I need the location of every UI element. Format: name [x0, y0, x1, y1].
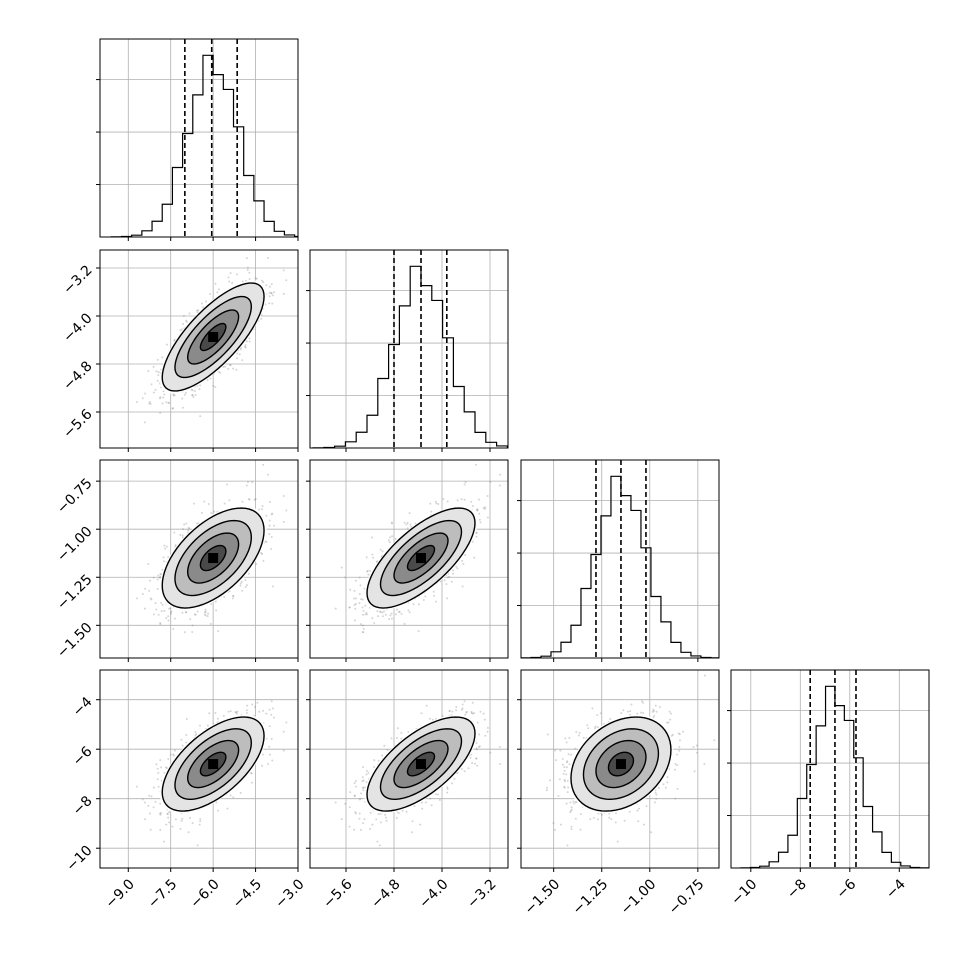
- y-tick-label: −8: [70, 793, 96, 819]
- contour-line: [366, 507, 476, 609]
- y-tick-label: −6: [70, 743, 96, 769]
- x-tick-label: −3.0: [272, 876, 307, 911]
- x-tick-label: −6: [834, 876, 860, 902]
- panel-frame: [99, 38, 299, 238]
- contour-line: [199, 751, 227, 777]
- panel-frame: [309, 249, 509, 449]
- x-tick-label: −7.5: [145, 876, 180, 911]
- x-tick-label: −5.6: [320, 876, 355, 911]
- contour-line: [174, 295, 253, 379]
- contour-line: [174, 519, 253, 597]
- panel-3-1: −5.6 −4.8 −4.0 −3.2: [306, 669, 509, 912]
- contour-line: [161, 507, 265, 609]
- x-tick-label: −1.25: [570, 876, 612, 918]
- panel-frame: [309, 669, 509, 869]
- contour-line: [161, 716, 265, 812]
- contour-line: [406, 544, 436, 572]
- panel-2-1: [306, 459, 509, 662]
- y-tick-label: −1.00: [54, 524, 96, 566]
- contour-line: [570, 716, 672, 812]
- contour-line: [186, 309, 240, 365]
- panel-frame: [309, 459, 509, 659]
- y-tick-label: −10: [63, 843, 95, 875]
- panel-frame: [99, 669, 299, 869]
- y-tick-label: −4: [70, 694, 96, 720]
- contour-line: [393, 739, 449, 789]
- density-peak: [208, 332, 219, 342]
- panel-frame: [99, 459, 299, 659]
- panel-3-0: −10 −8 −6 −4 −9.0 −7.5 −6.0 −4.5 −3.0: [63, 669, 308, 912]
- contour-line: [186, 532, 240, 584]
- contour-line: [379, 728, 463, 801]
- x-tick-label: −1.50: [522, 876, 564, 918]
- contour-line: [161, 282, 265, 392]
- contour-line: [607, 751, 635, 777]
- histogram-line: [110, 54, 298, 237]
- density-peak: [615, 759, 626, 770]
- x-tick-label: −4.8: [368, 876, 403, 911]
- density-peak: [416, 553, 426, 564]
- contour-line: [186, 739, 240, 789]
- y-tick-label: −1.50: [54, 620, 96, 662]
- x-tick-label: −1.00: [618, 876, 660, 918]
- density-peak: [416, 759, 426, 770]
- contour-line: [199, 544, 227, 572]
- x-tick-label: −4.5: [230, 876, 265, 911]
- panel-3-2: −1.50 −1.25 −1.00 −0.75: [517, 669, 720, 918]
- x-tick-label: −0.75: [666, 876, 708, 918]
- x-tick-label: −10: [728, 876, 760, 908]
- contour-line: [199, 322, 227, 352]
- contour-line: [174, 728, 253, 800]
- panel-0-0: [96, 38, 299, 241]
- density-peak: [208, 759, 219, 770]
- panel-frame: [520, 459, 720, 659]
- panel-frame: [520, 669, 720, 869]
- x-tick-label: −3.2: [464, 876, 499, 911]
- x-tick-label: −6.0: [187, 876, 222, 911]
- panel-2-0: −1.50 −1.25 −1.00 −0.75: [54, 459, 299, 662]
- contour-line: [393, 532, 449, 584]
- x-tick-label: −4: [883, 876, 909, 902]
- contour-line: [366, 716, 476, 812]
- y-tick-label: −0.75: [54, 475, 96, 517]
- panel-3-3: −10 −8 −6 −4: [727, 669, 930, 909]
- panel-2-2: [517, 459, 720, 662]
- contour-line: [595, 739, 647, 789]
- x-tick-label: −4.0: [416, 876, 451, 911]
- density-peak: [208, 553, 219, 564]
- y-tick-label: −5.6: [60, 406, 95, 441]
- panel-1-1: [306, 249, 509, 452]
- y-tick-label: −4.8: [60, 358, 95, 393]
- contour-line: [406, 751, 436, 777]
- y-tick-label: −1.25: [54, 572, 96, 614]
- panel-frame: [99, 249, 299, 449]
- x-tick-label: −8: [784, 876, 810, 902]
- panel-frame: [730, 669, 930, 869]
- x-tick-label: −9.0: [103, 876, 138, 911]
- contour-line: [582, 728, 660, 801]
- y-tick-label: −3.2: [60, 262, 95, 297]
- contour-line: [379, 519, 463, 597]
- panel-1-0: −5.6 −4.8 −4.0 −3.2: [60, 249, 299, 452]
- y-tick-label: −4.0: [60, 310, 95, 345]
